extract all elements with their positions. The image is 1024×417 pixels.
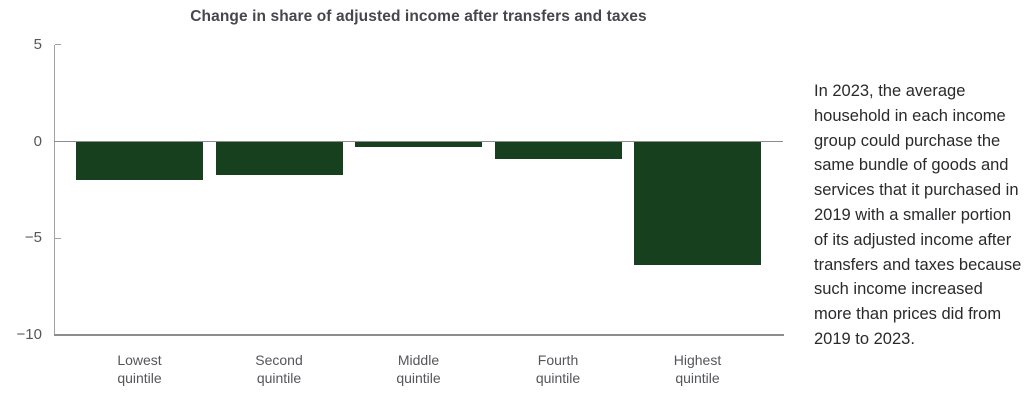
- x-axis-label: Fourth quintile: [535, 352, 581, 386]
- x-axis-line: [54, 334, 784, 336]
- bar-middle-quintile: [355, 141, 482, 148]
- bar-highest-quintile: [634, 141, 761, 266]
- y-axis-tick-label: 5: [33, 36, 42, 53]
- x-axis-label: Second quintile: [255, 352, 303, 386]
- bar-lowest-quintile: [76, 141, 203, 181]
- bar-fourth-quintile: [494, 141, 622, 160]
- y-axis-line: [54, 45, 56, 335]
- zero-baseline: [54, 140, 783, 143]
- y-axis-tick: [55, 44, 61, 46]
- y-axis-tick-label: −5: [24, 229, 42, 247]
- y-axis-tick: [55, 237, 61, 239]
- x-axis-label: Highest quintile: [673, 352, 722, 386]
- x-axis-label: Lowest quintile: [117, 352, 162, 386]
- x-axis-label: Middle quintile: [396, 352, 441, 386]
- bar-second-quintile: [215, 141, 343, 175]
- chart-title: Change in share of adjusted income after…: [190, 8, 647, 25]
- y-axis-tick-label: 0: [33, 132, 42, 150]
- annotation-text: In 2023, the average household in each i…: [814, 82, 1022, 348]
- y-axis-tick-label: −10: [16, 326, 42, 343]
